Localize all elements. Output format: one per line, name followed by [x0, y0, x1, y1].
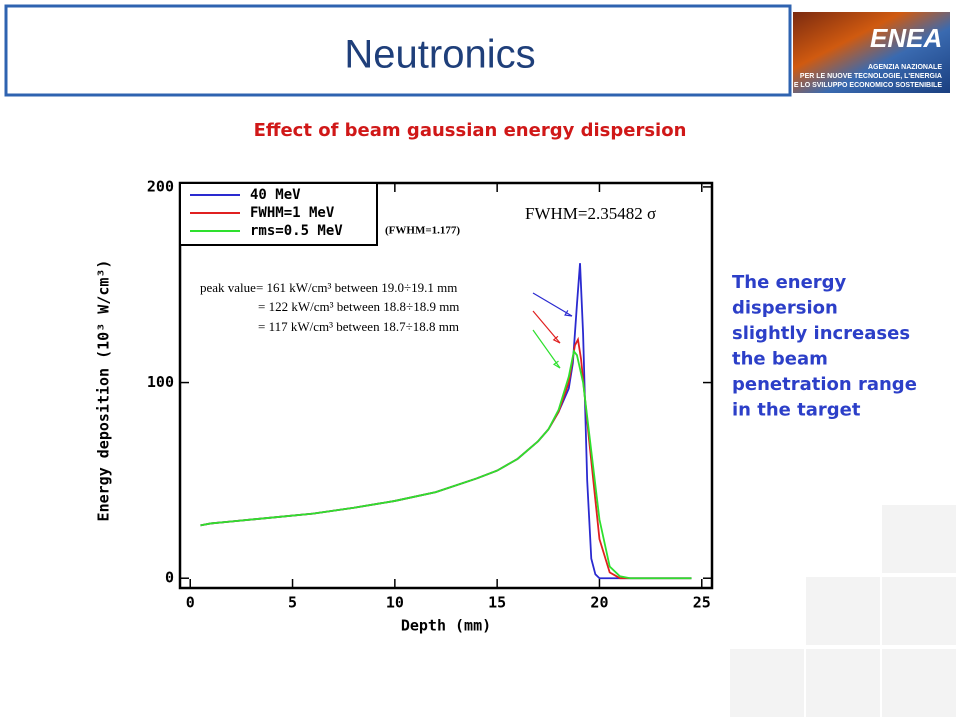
series-line	[200, 349, 692, 580]
side-text: dispersion	[732, 298, 838, 319]
x-tick-label: 20	[590, 594, 608, 612]
logo-line: AGENZIA NAZIONALE	[868, 64, 942, 71]
arrow	[532, 329, 561, 369]
side-text: The energy	[732, 272, 847, 293]
subtitle: Effect of beam gaussian energy dispersio…	[254, 120, 687, 141]
logo-line: PER LE NUOVE TECNOLOGIE, L'ENERGIA	[800, 73, 942, 80]
x-tick-label: 15	[488, 594, 506, 612]
annotation: = 122 kW/cm³ between 18.8÷18.9 mm	[258, 299, 459, 314]
y-tick-label: 100	[147, 373, 174, 391]
y-axis-label: Energy deposition (10³ W/cm³)	[95, 260, 113, 522]
arrow-head	[552, 335, 561, 344]
logo-name: ENEA	[870, 23, 942, 53]
y-tick-label: 200	[147, 177, 174, 195]
series-line	[200, 336, 692, 580]
side-text: the beam	[732, 349, 828, 370]
logo-line: E LO SVILUPPO ECONOMICO SOSTENIBILE	[794, 82, 943, 89]
x-tick-label: 25	[693, 594, 711, 612]
arrow	[532, 292, 573, 317]
x-axis-label: Depth (mm)	[401, 617, 491, 635]
arrow-head	[552, 360, 561, 369]
chart: 0 5 10 15 20 25 0 100 200 Depth (mm) Energy deposi…	[95, 177, 714, 635]
side-text: slightly increases	[732, 323, 910, 344]
legend-label: rms=0.5 MeV	[250, 223, 343, 239]
plot-frame	[178, 181, 714, 590]
bg-squares	[730, 505, 956, 717]
x-tick-label: 0	[186, 594, 195, 612]
annotation: = 117 kW/cm³ between 18.7÷18.8 mm	[258, 319, 459, 334]
annotation: peak value= 161 kW/cm³ between 19.0÷19.1…	[200, 280, 457, 295]
annotation: (FWHM=1.177)	[385, 225, 460, 237]
arrow-head	[564, 310, 573, 317]
x-tick-label: 5	[288, 594, 297, 612]
logo	[793, 12, 950, 93]
header-title: Neutronics	[344, 33, 535, 77]
side-text: penetration range	[732, 374, 917, 395]
side-text: in the target	[732, 400, 861, 421]
legend-label: FWHM=1 MeV	[250, 205, 335, 221]
y-tick-label: 0	[165, 569, 174, 587]
x-tick-label: 10	[386, 594, 404, 612]
header-box	[4, 4, 792, 97]
annotation: FWHM=2.35482 σ	[525, 204, 656, 223]
legend-label: 40 MeV	[250, 187, 301, 203]
